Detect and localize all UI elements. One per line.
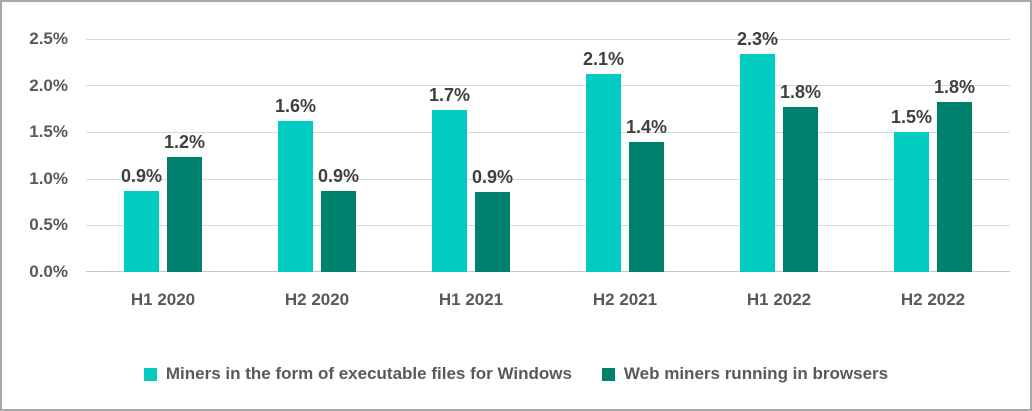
y-tick-label: 0.5% bbox=[29, 215, 68, 234]
data-label: 1.5% bbox=[890, 107, 933, 128]
y-tick-label: 2.0% bbox=[29, 76, 68, 95]
data-label: 1.6% bbox=[274, 96, 317, 117]
data-label: 1.4% bbox=[625, 116, 668, 137]
y-tick-label: 0.0% bbox=[29, 262, 68, 281]
data-label: 1.8% bbox=[933, 77, 976, 98]
y-tick-label: 1.5% bbox=[29, 122, 68, 141]
bar-h2-2022-series2 bbox=[937, 102, 972, 272]
bar-h2-2021-series2 bbox=[629, 141, 664, 272]
gridline bbox=[86, 132, 1010, 133]
bar-group: 1.7% 0.9% bbox=[394, 39, 548, 272]
bar-h1-2020-series2 bbox=[167, 157, 202, 272]
bar-h2-2020-series1 bbox=[278, 121, 313, 272]
x-category-label: H1 2021 bbox=[438, 290, 504, 309]
x-category-label: H1 2022 bbox=[746, 290, 812, 309]
bar-h2-2022-series1 bbox=[894, 132, 929, 272]
data-label: 0.9% bbox=[120, 165, 163, 186]
bar-group: 1.6% 0.9% bbox=[240, 39, 394, 272]
gridline bbox=[86, 85, 1010, 86]
legend: Miners in the form of executable files f… bbox=[2, 364, 1030, 384]
gridline bbox=[86, 39, 1010, 40]
legend-label: Miners in the form of executable files f… bbox=[165, 364, 572, 383]
x-category-label: H2 2022 bbox=[900, 290, 966, 309]
data-label: 0.9% bbox=[471, 166, 514, 187]
bar-group: 2.3% 1.8% bbox=[702, 29, 856, 272]
bar-h2-2020-series2 bbox=[321, 190, 356, 272]
legend-item-executable-miners: Miners in the form of executable files f… bbox=[143, 364, 572, 384]
x-category-label: H1 2020 bbox=[130, 290, 196, 309]
bar-h1-2022-series1 bbox=[740, 53, 775, 272]
series2-swatch-icon bbox=[601, 367, 615, 381]
bar-group: 0.9% 1.2% bbox=[86, 39, 240, 272]
x-category-label: H2 2020 bbox=[284, 290, 350, 309]
data-label: 1.7% bbox=[428, 84, 471, 105]
bar-h1-2021-series2 bbox=[475, 191, 510, 272]
y-tick-label: 1.0% bbox=[29, 169, 68, 188]
y-tick-label: 2.5% bbox=[29, 29, 68, 48]
bar-h2-2021-series1 bbox=[586, 74, 621, 272]
gridline bbox=[86, 225, 1010, 226]
bar-group: 2.1% 1.4% bbox=[548, 39, 702, 272]
legend-item-web-miners: Web miners running in browsers bbox=[601, 364, 889, 384]
plot-area: 0.9% 1.2% 1.6% 0.9% 1.7% 0.9% 2.1% 1.4% 2.3% 1.8%… bbox=[86, 29, 1010, 272]
data-label: 0.9% bbox=[317, 165, 360, 186]
bar-h1-2021-series1 bbox=[432, 109, 467, 272]
bar-group: 1.5% 1.8% bbox=[856, 39, 1010, 272]
x-category-label: H2 2021 bbox=[592, 290, 658, 309]
data-label: 1.2% bbox=[163, 132, 206, 153]
gridline bbox=[86, 179, 1010, 180]
data-label: 1.8% bbox=[779, 82, 822, 103]
legend-label: Web miners running in browsers bbox=[623, 364, 889, 383]
bar-h1-2020-series1 bbox=[124, 190, 159, 272]
data-label: 2.3% bbox=[736, 28, 779, 49]
x-axis-line bbox=[86, 271, 1010, 272]
series1-swatch-icon bbox=[143, 367, 157, 381]
data-label: 2.1% bbox=[582, 49, 625, 70]
bar-h1-2022-series2 bbox=[783, 107, 818, 272]
